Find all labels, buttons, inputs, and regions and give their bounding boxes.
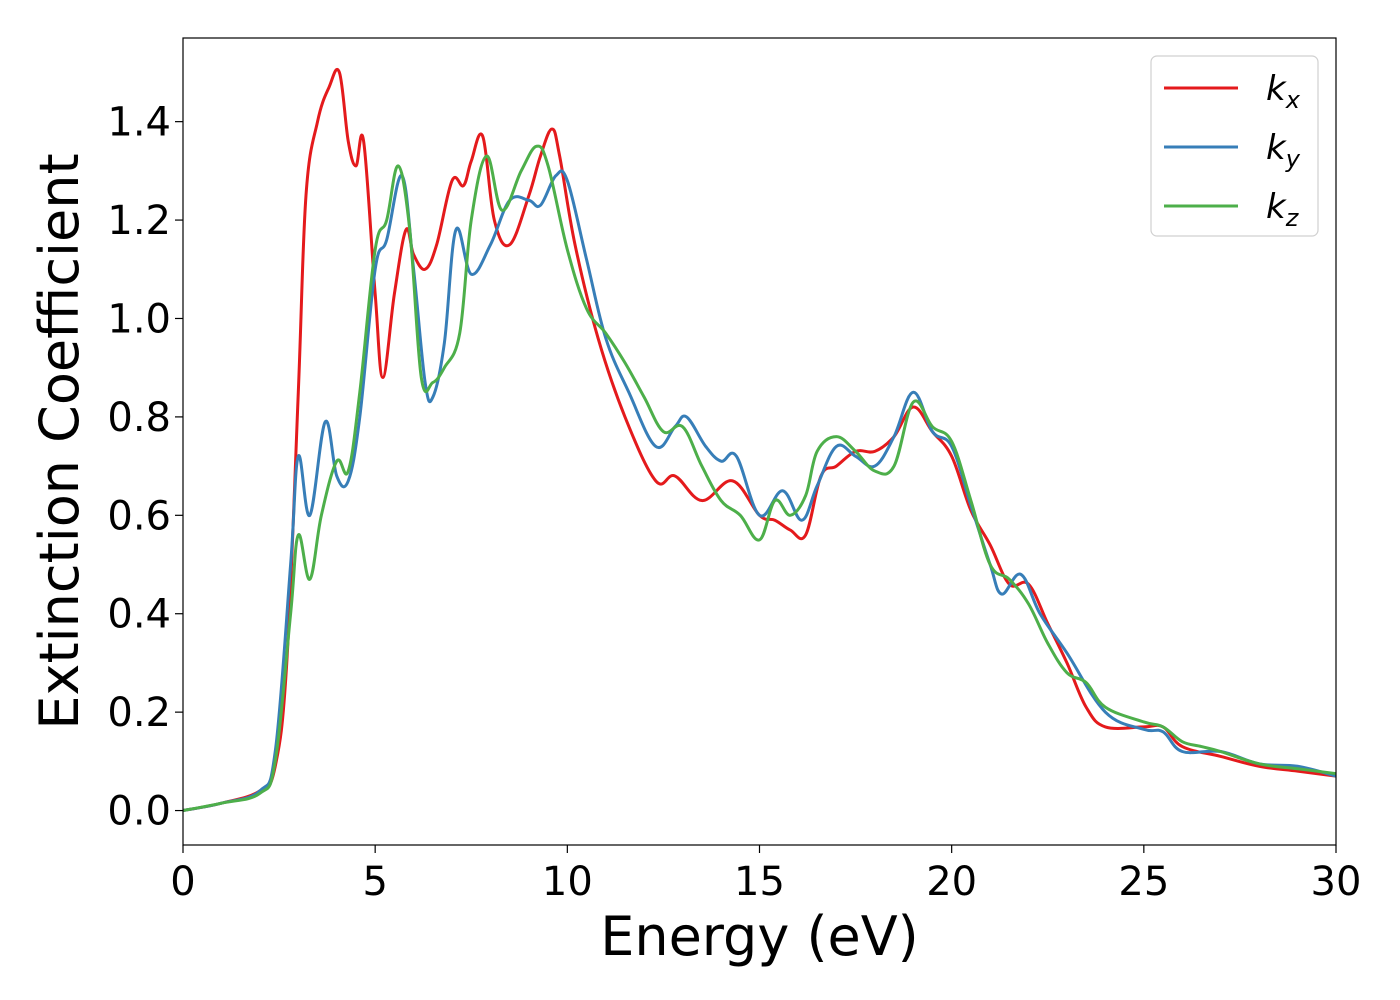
y-tick-label: 1.4 (107, 100, 171, 146)
y-tick-label: 0.6 (107, 493, 171, 539)
legend-label-z: kz (1266, 187, 1300, 232)
y-tick-label: 1.2 (107, 198, 171, 244)
x-axis-label: Energy (eV) (600, 905, 919, 968)
series-line-y (183, 169, 1336, 813)
legend-label-y: ky (1266, 128, 1301, 173)
legend: kx ky kz (1150, 55, 1319, 237)
y-tick-label: 0.0 (107, 789, 171, 835)
y-tick-label: 0.2 (107, 690, 171, 736)
y-axis-label: Extinction Coefficient (28, 153, 91, 729)
x-tick-label: 25 (1118, 859, 1169, 905)
x-axis: 0 5 10 15 20 25 30 (170, 845, 1361, 905)
y-axis: 0.0 0.2 0.4 0.6 0.8 1.0 1.2 1.4 (107, 100, 183, 835)
x-tick-label: 10 (542, 859, 593, 905)
x-tick-label: 5 (362, 859, 387, 905)
y-tick-label: 0.4 (107, 592, 171, 638)
x-tick-label: 30 (1311, 859, 1362, 905)
series-layer (183, 67, 1336, 813)
y-tick-label: 1.0 (107, 296, 171, 342)
x-tick-label: 0 (170, 859, 195, 905)
x-tick-label: 20 (926, 859, 977, 905)
series-line-z (183, 144, 1336, 813)
x-tick-label: 15 (734, 859, 785, 905)
y-tick-label: 0.8 (107, 395, 171, 441)
legend-label-x: kx (1266, 69, 1301, 114)
